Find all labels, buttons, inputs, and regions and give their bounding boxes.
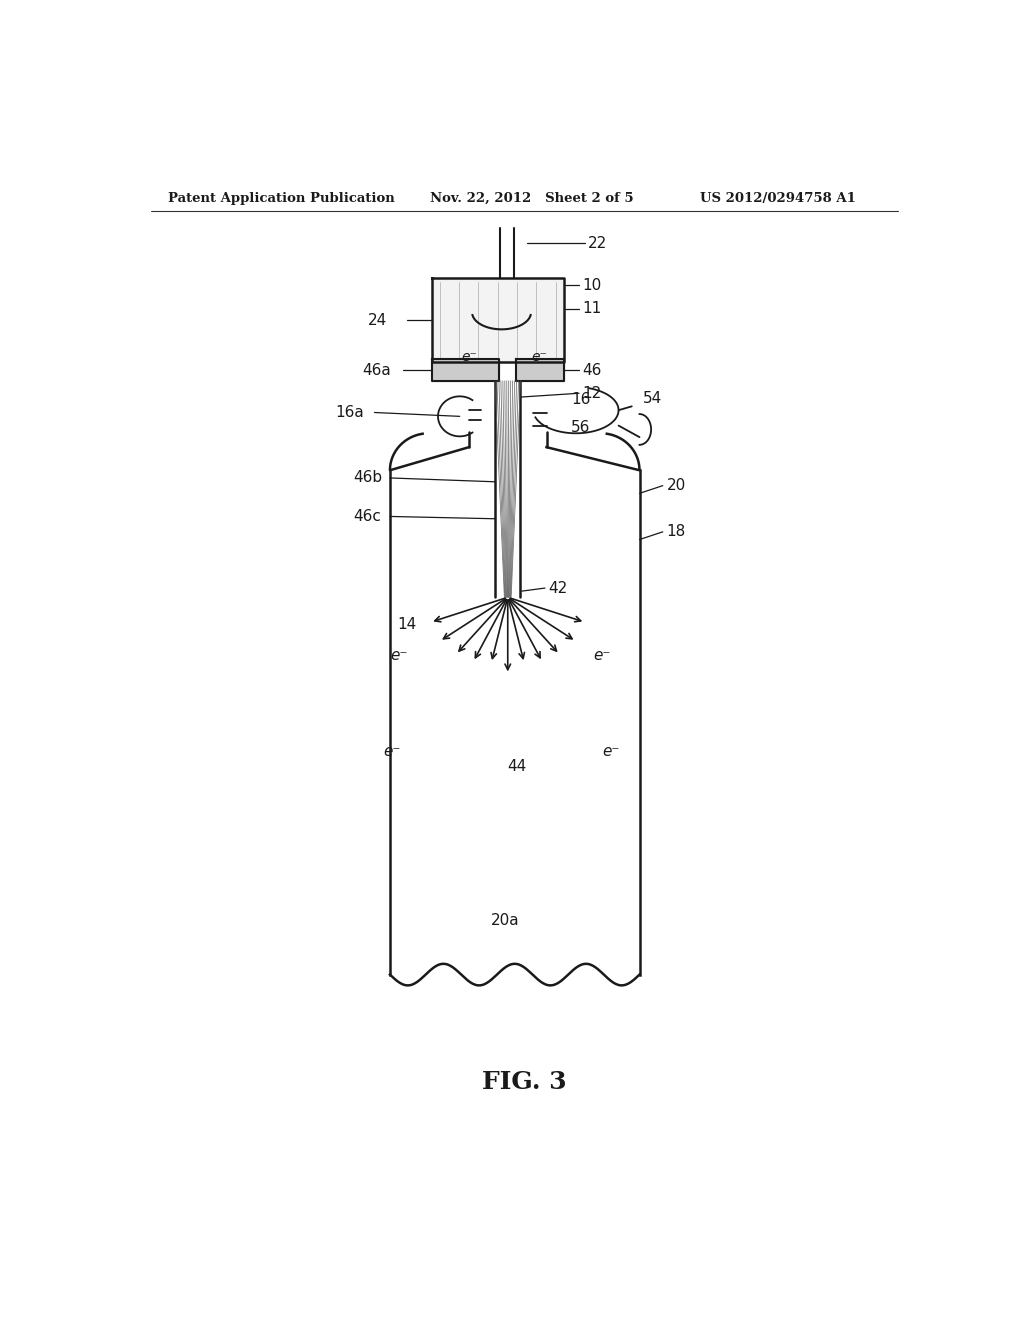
Text: 18: 18 xyxy=(667,524,686,540)
Text: FIG. 3: FIG. 3 xyxy=(482,1071,567,1094)
Text: 14: 14 xyxy=(397,616,417,632)
Text: 46c: 46c xyxy=(352,510,381,524)
Text: 11: 11 xyxy=(583,301,601,315)
Polygon shape xyxy=(432,359,500,381)
Text: 42: 42 xyxy=(548,581,567,595)
Text: 46b: 46b xyxy=(352,470,382,486)
Text: e⁻: e⁻ xyxy=(390,648,408,663)
Text: 10: 10 xyxy=(583,279,601,293)
Polygon shape xyxy=(516,359,563,381)
Text: 56: 56 xyxy=(571,420,591,434)
Text: 22: 22 xyxy=(589,235,607,251)
Text: e⁻: e⁻ xyxy=(531,350,547,364)
Text: e⁻: e⁻ xyxy=(602,743,620,759)
Text: US 2012/0294758 A1: US 2012/0294758 A1 xyxy=(700,191,856,205)
Text: e⁻: e⁻ xyxy=(384,743,401,759)
Text: 16: 16 xyxy=(571,392,591,407)
Text: Patent Application Publication: Patent Application Publication xyxy=(168,191,395,205)
Text: 12: 12 xyxy=(583,385,601,401)
Text: 54: 54 xyxy=(643,391,663,407)
Text: Nov. 22, 2012   Sheet 2 of 5: Nov. 22, 2012 Sheet 2 of 5 xyxy=(430,191,634,205)
Text: 44: 44 xyxy=(508,759,527,775)
Text: e⁻: e⁻ xyxy=(461,350,477,364)
Text: 46a: 46a xyxy=(362,363,391,378)
Text: 16a: 16a xyxy=(336,405,365,420)
Text: 20: 20 xyxy=(667,478,686,494)
Text: 24: 24 xyxy=(369,313,387,327)
Text: 46: 46 xyxy=(583,363,601,378)
Text: 20a: 20a xyxy=(490,913,519,928)
Text: e⁻: e⁻ xyxy=(593,648,610,663)
